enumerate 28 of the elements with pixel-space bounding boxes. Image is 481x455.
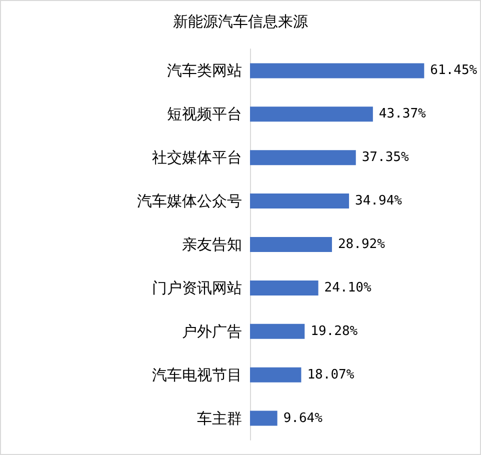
y-tick-label: 亲友告知 — [182, 236, 242, 254]
bar — [250, 150, 356, 166]
bar — [250, 237, 332, 252]
data-label: 19.28% — [310, 324, 358, 339]
bar — [250, 367, 302, 382]
bar — [250, 63, 424, 78]
y-tick-label: 汽车媒体公众号 — [137, 192, 242, 210]
bar — [250, 324, 305, 339]
bar — [250, 194, 350, 209]
y-tick-label: 短视频平台 — [167, 105, 242, 124]
data-label: 61.45% — [430, 63, 478, 78]
data-label: 18.07% — [307, 367, 354, 382]
data-label: 9.64% — [283, 410, 323, 426]
y-tick-label: 户外广告 — [182, 322, 242, 340]
data-label: 37.35% — [362, 150, 409, 166]
y-tick-label: 门户资讯网站 — [152, 278, 242, 297]
data-label: 34.94% — [355, 194, 402, 209]
bar — [250, 280, 318, 296]
bar — [250, 410, 278, 426]
bar — [250, 106, 373, 122]
y-tick-label: 社交媒体平台 — [152, 148, 242, 167]
y-tick-label: 车主群 — [197, 409, 242, 428]
y-tick-label: 汽车电视节目 — [152, 366, 242, 384]
chart-title: 新能源汽车信息来源 — [173, 12, 308, 30]
data-label: 24.10% — [324, 280, 372, 296]
y-tick-label: 汽车类网站 — [167, 62, 242, 80]
data-label: 43.37% — [378, 106, 426, 122]
data-label: 28.92% — [338, 237, 386, 252]
